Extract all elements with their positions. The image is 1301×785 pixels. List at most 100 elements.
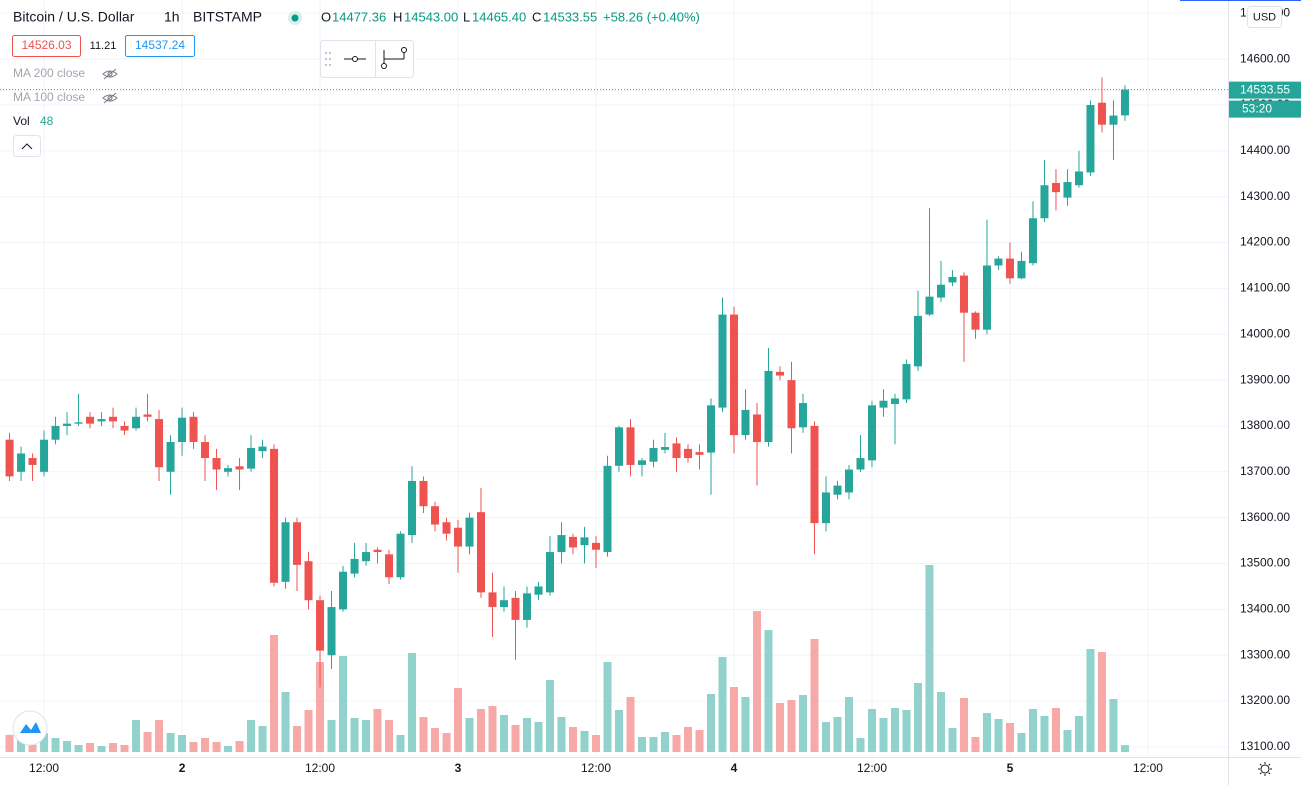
- indicator-ma100[interactable]: MA 100 close: [13, 90, 85, 104]
- ask[interactable]: 14537.24: [135, 38, 185, 52]
- volume-bar: [201, 738, 210, 752]
- candle-body: [810, 425, 819, 524]
- volume-bar: [465, 718, 474, 752]
- sell-box[interactable]: [12, 35, 81, 57]
- candle-body: [592, 542, 601, 550]
- volume-bar: [419, 717, 428, 752]
- volume-bar: [1120, 745, 1129, 752]
- candle-body: [580, 537, 589, 546]
- volume-bar: [189, 742, 198, 752]
- candle-body: [844, 469, 853, 493]
- volume-bar: [408, 653, 417, 752]
- last-price-label: 14533.55: [1240, 82, 1290, 96]
- candle-body: [63, 423, 72, 426]
- x-tick-label: 3: [455, 761, 462, 775]
- volume-bar: [477, 709, 486, 752]
- market-status[interactable]: [291, 14, 299, 22]
- volume-bar: [948, 728, 957, 752]
- candle-body: [718, 314, 727, 408]
- x-tick-label: 5: [1007, 761, 1014, 775]
- candle-body: [304, 561, 313, 601]
- volume-bar: [270, 635, 279, 752]
- candle-body: [569, 536, 578, 548]
- candle-body: [672, 443, 681, 459]
- horizontal-line-tool[interactable]: [344, 56, 366, 62]
- candle-body: [385, 554, 394, 578]
- candle-layer: [5, 77, 1129, 688]
- exchange: BITSTAMP: [193, 9, 262, 25]
- candle-body: [350, 558, 359, 574]
- candle-body: [454, 527, 463, 547]
- volume-bar: [86, 743, 95, 752]
- low-value: 14465.40: [472, 9, 526, 24]
- currency-button[interactable]: [1247, 6, 1282, 28]
- volume-bar: [385, 720, 394, 752]
- volume-bar: [350, 718, 359, 752]
- volume-bar: [316, 662, 325, 752]
- volume-bar: [109, 743, 118, 752]
- indicator-ma200[interactable]: MA 200 close: [13, 66, 85, 80]
- bid[interactable]: 14526.03: [21, 38, 71, 52]
- candle-body: [258, 446, 267, 452]
- volume-bar: [1005, 723, 1014, 752]
- x-tick-label: 12:00: [857, 761, 887, 775]
- volume-bar: [741, 697, 750, 752]
- volume-bar: [454, 688, 463, 752]
- volume-bar: [729, 687, 738, 752]
- logo[interactable]: [12, 710, 48, 746]
- drag-handle[interactable]: [325, 52, 331, 66]
- volume-bar: [557, 717, 566, 752]
- candle-body: [362, 552, 371, 562]
- hide-icon[interactable]: [102, 68, 118, 80]
- candle-body: [787, 380, 796, 429]
- collapse-icon[interactable]: [21, 143, 33, 150]
- candle-body: [741, 409, 750, 436]
- volume-bar: [706, 694, 715, 752]
- y-tick-label: 13200.00: [1240, 693, 1290, 707]
- settings-icon[interactable]: [1258, 762, 1272, 776]
- y-tick-label: 13700.00: [1240, 464, 1290, 478]
- candle-body: [649, 447, 658, 462]
- volume-bar: [580, 731, 589, 752]
- candle-body: [51, 425, 60, 440]
- volume-label: Vol: [13, 114, 30, 128]
- candle-body: [833, 485, 842, 495]
- volume-bar: [1074, 716, 1083, 752]
- volume-bar: [867, 709, 876, 752]
- candle-body: [235, 466, 244, 470]
- currency[interactable]: USD: [1253, 11, 1276, 23]
- volume-bar: [982, 713, 991, 752]
- y-tick-label: 13100.00: [1240, 739, 1290, 753]
- x-tick-label: 12:00: [305, 761, 335, 775]
- volume-bar: [971, 737, 980, 752]
- volume-bar: [293, 726, 302, 752]
- volume-bar: [936, 692, 945, 752]
- candle-body: [1086, 104, 1095, 173]
- open-value: 14477.36: [332, 9, 386, 24]
- volume-bar: [833, 717, 842, 752]
- hide-icon[interactable]: [102, 92, 118, 104]
- buy-box[interactable]: [125, 35, 195, 57]
- volume-bar: [1109, 699, 1118, 752]
- candle-body: [189, 416, 198, 443]
- volume-bar: [890, 708, 899, 752]
- volume-layer: [5, 565, 1129, 752]
- y-tick-label: 14300.00: [1240, 189, 1290, 203]
- volume-bar: [718, 657, 727, 752]
- last-price-box: [1229, 81, 1301, 99]
- logo-mark[interactable]: [20, 722, 41, 733]
- candle-body: [1109, 115, 1118, 125]
- volume-bar: [155, 720, 164, 752]
- candle-body: [1097, 102, 1106, 125]
- candle-body: [1040, 185, 1049, 219]
- collapse-button[interactable]: [13, 135, 41, 157]
- date-range-tool[interactable]: [381, 47, 407, 69]
- volume-bar: [327, 720, 336, 752]
- y-tick-label: 14400.00: [1240, 143, 1290, 157]
- volume-bar: [51, 738, 60, 752]
- countdown: 53:20: [1242, 101, 1272, 115]
- y-tick-label: 13400.00: [1240, 602, 1290, 616]
- volume-bar: [683, 727, 692, 752]
- candle-body: [971, 312, 980, 330]
